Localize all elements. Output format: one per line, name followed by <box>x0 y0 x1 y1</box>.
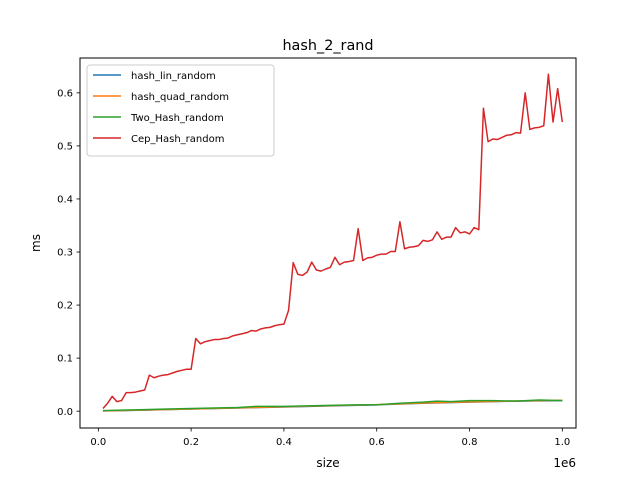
x-offset-label: 1e6 <box>553 456 576 470</box>
x-tick-label: 0.4 <box>276 437 292 448</box>
y-tick-label: 0.5 <box>57 142 73 153</box>
legend-label: hash_quad_random <box>131 92 229 103</box>
y-tick-label: 0.0 <box>57 407 73 418</box>
y-tick-label: 0.6 <box>57 88 73 99</box>
x-tick-label: 0.2 <box>183 437 199 448</box>
legend-label: Cep_Hash_random <box>131 134 224 145</box>
legend: hash_lin_random hash_quad_random Two_Hash_… <box>86 64 275 157</box>
legend-box <box>86 64 275 157</box>
series-line-Two_Hash_random <box>102 399 563 412</box>
series-line-Cep_Hash_random <box>102 73 564 410</box>
series-layer <box>102 73 564 412</box>
legend-label: Two_Hash_random <box>130 113 224 124</box>
x-tick-label: 0.6 <box>369 437 385 448</box>
y-tick-label: 0.4 <box>57 195 73 206</box>
x-axis: 0.0 0.2 0.4 0.6 0.8 1.0 <box>90 428 570 448</box>
x-tick-label: 0.8 <box>462 437 478 448</box>
y-tick-label: 0.1 <box>57 354 73 365</box>
y-tick-label: 0.3 <box>57 248 73 259</box>
y-axis: 0.0 0.1 0.2 0.3 0.4 0.5 0.6 <box>57 88 80 418</box>
x-tick-label: 0.0 <box>90 437 106 448</box>
chart-title: hash_2_rand <box>282 38 373 54</box>
legend-label: hash_lin_random <box>131 71 216 82</box>
x-axis-label: size <box>316 456 339 470</box>
y-tick-label: 0.2 <box>57 301 73 312</box>
x-tick-label: 1.0 <box>554 437 570 448</box>
y-axis-label: ms <box>29 234 43 252</box>
plot-frame <box>79 57 577 429</box>
